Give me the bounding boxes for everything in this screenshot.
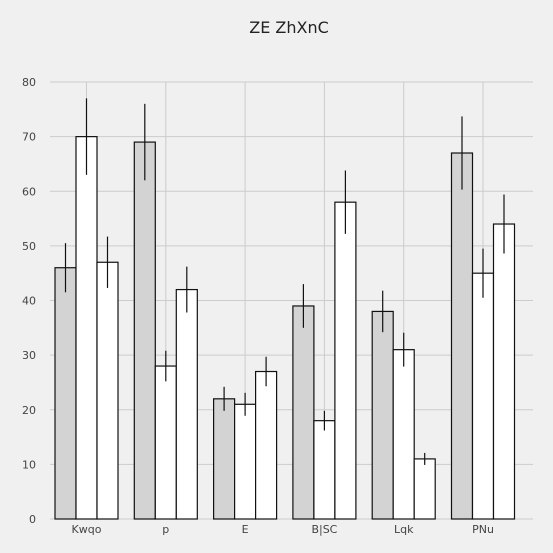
chart-title: ZE ZhXnC [249,18,329,37]
y-tick-label: 40 [22,295,36,308]
bar [292,305,315,520]
y-tick-label: 60 [22,185,36,198]
x-tick-label: p [162,523,169,536]
x-tick-label: E [242,523,249,536]
bar [213,398,236,520]
y-tick-label: 70 [22,131,36,144]
bar [133,141,156,520]
bar [154,365,177,520]
x-tick-label: PNu [472,523,494,536]
y-tick-label: 10 [22,458,36,471]
y-tick-label: 20 [22,404,36,417]
bar [234,403,257,520]
bar [450,152,474,520]
bar [492,223,516,520]
bar [413,458,436,520]
bar [371,310,394,520]
bar [471,272,495,520]
y-tick-label: 80 [22,76,36,89]
bars [54,98,516,520]
x-tick-label: B|SC [311,523,337,536]
y-tick-label: 50 [22,240,36,253]
x-axis-categories: Kwqo p E B|SC Lqk PNu [72,523,494,536]
x-tick-label: Lqk [394,523,414,536]
bar [313,420,336,520]
x-tick-label: Kwqo [72,523,102,536]
bar [175,288,198,520]
bar [392,349,415,520]
y-tick-label: 0 [29,513,36,526]
bar [255,370,278,520]
bar [75,136,98,520]
bar [54,267,77,520]
bar [96,261,119,520]
y-tick-label: 30 [22,349,36,362]
bar [334,201,357,520]
y-axis-ticks: 0 10 20 30 40 50 60 70 80 [22,76,36,526]
